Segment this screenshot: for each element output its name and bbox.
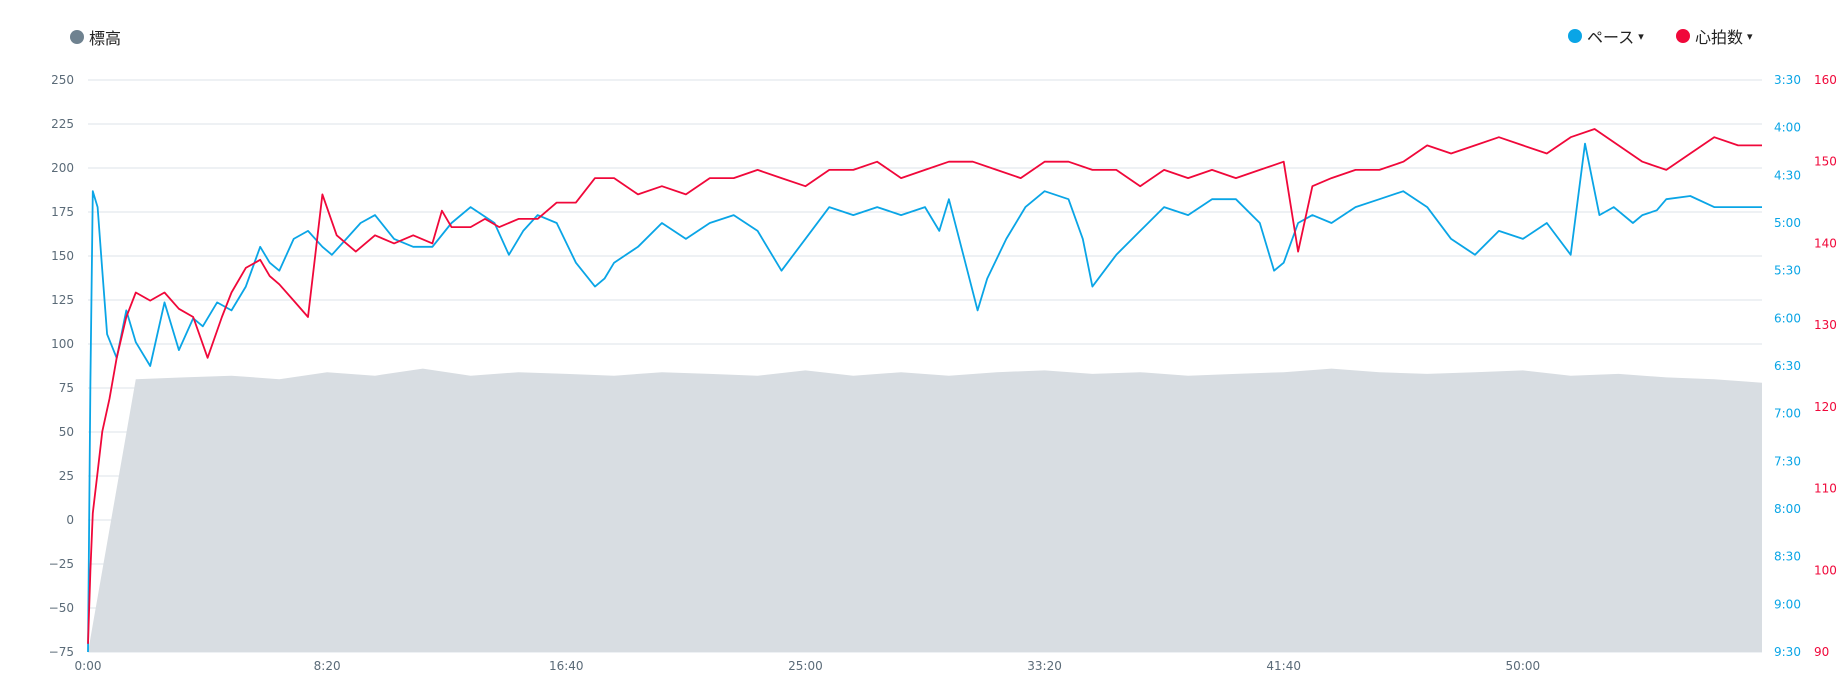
heart-rate-dropdown-caret-icon[interactable]: ▾ bbox=[1747, 29, 1753, 43]
elevation-tick-label: 225 bbox=[51, 117, 74, 131]
pace-tick-label: 7:00 bbox=[1774, 407, 1801, 421]
heart-rate-tick-label: 110 bbox=[1814, 482, 1837, 496]
elevation-tick-label: 250 bbox=[51, 73, 74, 87]
pace-tick-label: 9:30 bbox=[1774, 645, 1801, 659]
pace-tick-label: 4:30 bbox=[1774, 168, 1801, 182]
pace-tick-label: 4:00 bbox=[1774, 121, 1801, 135]
elevation-tick-label: 175 bbox=[51, 205, 74, 219]
elevation-tick-label: 25 bbox=[59, 469, 74, 483]
elevation-area bbox=[88, 368, 1762, 652]
heart-rate-tick-label: 90 bbox=[1814, 645, 1829, 659]
x-tick-label: 33:20 bbox=[1027, 659, 1062, 673]
elevation-tick-label: 100 bbox=[51, 337, 74, 351]
x-tick-label: 16:40 bbox=[549, 659, 584, 673]
pace-tick-label: 8:30 bbox=[1774, 550, 1801, 564]
pace-line bbox=[87, 142, 1762, 653]
heart-rate-tick-label: 150 bbox=[1814, 155, 1837, 169]
pace-tick-label: 8:00 bbox=[1774, 502, 1801, 516]
elevation-dot-icon bbox=[70, 30, 84, 44]
x-tick-label: 0:00 bbox=[75, 659, 102, 673]
elevation-tick-label: 125 bbox=[51, 293, 74, 307]
pace-tick-label: 6:00 bbox=[1774, 311, 1801, 325]
pace-dot-icon bbox=[1568, 29, 1582, 43]
pace-tick-label: 9:00 bbox=[1774, 597, 1801, 611]
heart-rate-tick-label: 120 bbox=[1814, 400, 1837, 414]
heart-rate-dot-icon bbox=[1676, 29, 1690, 43]
legend-pace-label: ペース bbox=[1587, 28, 1635, 47]
elevation-tick-label: 150 bbox=[51, 249, 74, 263]
heart-rate-line bbox=[87, 128, 1762, 644]
x-tick-label: 25:00 bbox=[788, 659, 823, 673]
legend-pace[interactable]: ペース ▾ bbox=[1568, 24, 1644, 48]
x-tick-label: 8:20 bbox=[314, 659, 341, 673]
elevation-tick-label: 0 bbox=[66, 513, 74, 527]
elevation-tick-label: 50 bbox=[59, 425, 74, 439]
heart-rate-tick-label: 100 bbox=[1814, 563, 1837, 577]
heart-rate-tick-label: 130 bbox=[1814, 318, 1837, 332]
pace-dropdown-caret-icon[interactable]: ▾ bbox=[1638, 29, 1644, 43]
pace-tick-label: 3:30 bbox=[1774, 73, 1801, 87]
elevation-tick-label: −75 bbox=[49, 645, 74, 659]
x-tick-label: 50:00 bbox=[1506, 659, 1541, 673]
elevation-tick-label: 75 bbox=[59, 381, 74, 395]
legend-heart-rate[interactable]: 心拍数 ▾ bbox=[1676, 24, 1753, 48]
pace-tick-label: 5:30 bbox=[1774, 264, 1801, 278]
elevation-tick-label: −50 bbox=[49, 601, 74, 615]
pace-tick-label: 6:30 bbox=[1774, 359, 1801, 373]
legend-elevation-label: 標高 bbox=[89, 29, 122, 48]
elevation-tick-label: 200 bbox=[51, 161, 74, 175]
heart-rate-tick-label: 140 bbox=[1814, 236, 1837, 250]
heart-rate-tick-label: 160 bbox=[1814, 73, 1837, 87]
elevation-tick-label: −25 bbox=[49, 557, 74, 571]
legend-heart-rate-label: 心拍数 bbox=[1695, 28, 1744, 47]
legend-elevation[interactable]: 標高 bbox=[70, 25, 121, 49]
pace-tick-label: 7:30 bbox=[1774, 454, 1801, 468]
x-tick-label: 41:40 bbox=[1266, 659, 1301, 673]
pace-tick-label: 5:00 bbox=[1774, 216, 1801, 230]
